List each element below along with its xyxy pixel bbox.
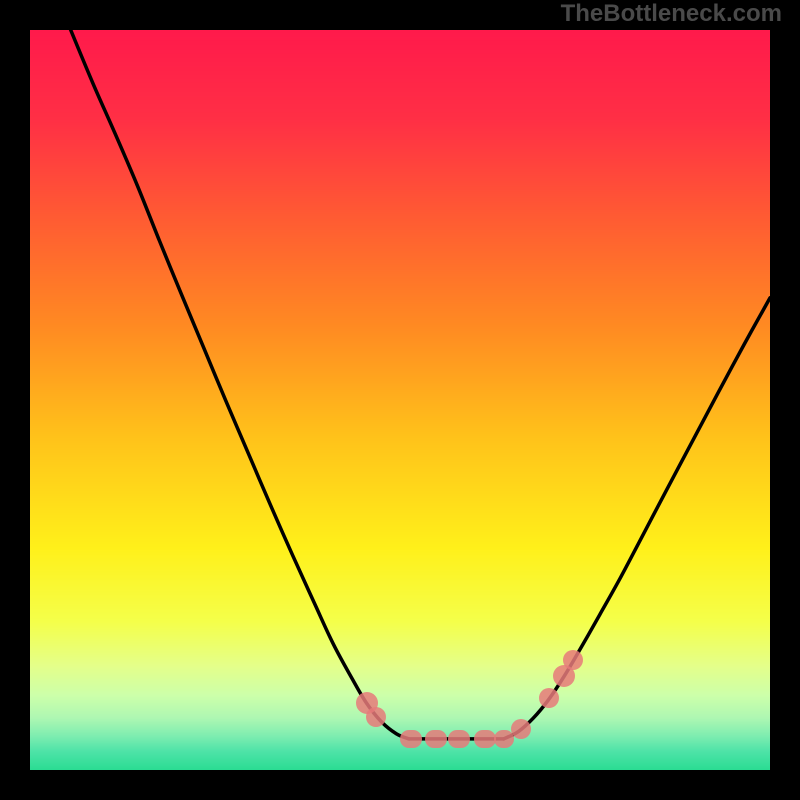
curve-marker — [366, 707, 386, 727]
chart-frame: TheBottleneck.com — [0, 0, 800, 800]
plot-area — [30, 30, 770, 770]
curve-marker — [511, 719, 531, 739]
curve-marker — [494, 730, 514, 748]
curve-marker — [539, 688, 559, 708]
curve-marker — [448, 730, 470, 748]
bottleneck-curve — [30, 30, 770, 770]
curve-segment — [504, 298, 770, 739]
watermark-text: TheBottleneck.com — [561, 0, 782, 28]
curve-segment — [71, 30, 409, 739]
curve-marker — [400, 730, 422, 748]
curve-marker — [425, 730, 447, 748]
curve-marker — [563, 650, 583, 670]
